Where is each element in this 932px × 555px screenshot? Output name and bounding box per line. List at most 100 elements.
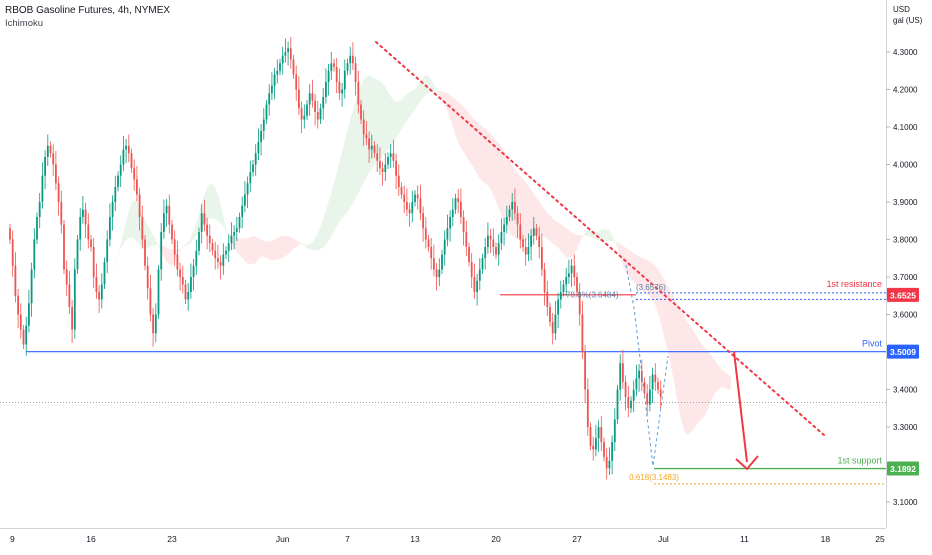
candle-body[interactable] [133,168,135,179]
candle-body[interactable] [55,165,57,184]
candle-body[interactable] [225,251,227,255]
candle-body[interactable] [287,48,289,52]
candle-body[interactable] [112,202,114,217]
candle-body[interactable] [441,255,443,270]
candle-body[interactable] [185,285,187,300]
candle-body[interactable] [528,247,530,255]
candle-body[interactable] [363,120,365,135]
candle-body[interactable] [241,206,243,217]
candle-body[interactable] [384,165,386,173]
candle-body[interactable] [349,56,351,64]
candle-body[interactable] [279,63,281,71]
candle-body[interactable] [42,176,44,202]
candle-body[interactable] [339,82,341,93]
candle-body[interactable] [298,90,300,109]
candle-body[interactable] [600,427,602,442]
candle-body[interactable] [598,427,600,438]
candle-body[interactable] [495,247,497,255]
candle-body[interactable] [155,315,157,334]
candle-body[interactable] [314,101,316,112]
candle-body[interactable] [660,390,662,398]
candle-body[interactable] [355,63,357,82]
candle-body[interactable] [379,161,381,169]
candle-body[interactable] [414,195,416,203]
candle-body[interactable] [228,243,230,251]
candle-body[interactable] [582,315,584,353]
candle-body[interactable] [293,60,295,75]
candle-body[interactable] [204,213,206,224]
candle-body[interactable] [31,270,33,304]
candle-body[interactable] [376,153,378,161]
candle-body[interactable] [101,285,103,300]
candle-body[interactable] [163,213,165,232]
candle-body[interactable] [630,401,632,409]
candle-body[interactable] [603,442,605,457]
candle-body[interactable] [15,266,17,296]
candle-body[interactable] [50,146,52,154]
candle-body[interactable] [247,183,249,194]
candle-body[interactable] [487,236,489,247]
candle-body[interactable] [174,240,176,255]
candle-body[interactable] [131,153,133,168]
candle-body[interactable] [63,225,65,270]
candle-body[interactable] [352,56,354,64]
candle-body[interactable] [336,67,338,82]
candle-body[interactable] [144,240,146,266]
candle-body[interactable] [514,202,516,213]
candle-body[interactable] [438,270,440,278]
candle-body[interactable] [317,112,319,120]
candle-body[interactable] [36,217,38,240]
candle-body[interactable] [395,161,397,176]
candle-body[interactable] [573,266,575,277]
candle-body[interactable] [60,202,62,225]
candle-body[interactable] [328,71,330,82]
candle-body[interactable] [9,228,11,239]
candle-body[interactable] [390,153,392,157]
candle-body[interactable] [330,63,332,71]
candle-body[interactable] [209,236,211,244]
candle-body[interactable] [420,198,422,213]
candle-body[interactable] [220,262,222,266]
candle-body[interactable] [312,93,314,101]
candle-body[interactable] [47,146,49,157]
candle-body[interactable] [195,251,197,266]
candle-body[interactable] [303,116,305,120]
candle-body[interactable] [587,390,589,428]
candle-body[interactable] [333,63,335,67]
candle-body[interactable] [233,232,235,236]
candle-body[interactable] [568,273,570,277]
candle-body[interactable] [166,206,168,214]
candle-body[interactable] [366,135,368,139]
candle-body[interactable] [96,277,98,292]
candle-body[interactable] [484,247,486,258]
candle-body[interactable] [371,146,373,150]
candle-body[interactable] [522,240,524,248]
candle-body[interactable] [571,266,573,274]
candle-body[interactable] [79,217,81,240]
candle-body[interactable] [552,322,554,333]
candle-body[interactable] [460,202,462,217]
candle-body[interactable] [222,255,224,266]
candle-body[interactable] [533,228,535,236]
candle-body[interactable] [244,195,246,206]
candle-body[interactable] [555,315,557,334]
candle-body[interactable] [17,296,19,315]
candle-body[interactable] [266,105,268,120]
candle-body[interactable] [382,168,384,172]
candle-body[interactable] [519,225,521,240]
candle-body[interactable] [541,247,543,270]
candle-body[interactable] [536,228,538,236]
candle-body[interactable] [136,180,138,195]
candle-body[interactable] [160,232,162,270]
candle-body[interactable] [187,292,189,300]
candle-body[interactable] [463,217,465,232]
candle-body[interactable] [530,236,532,247]
candle-body[interactable] [401,187,403,195]
candle-body[interactable] [12,240,14,266]
candle-body[interactable] [128,146,130,154]
candle-body[interactable] [546,292,548,307]
candle-body[interactable] [368,138,370,149]
candle-body[interactable] [411,202,413,213]
candle-body[interactable] [252,165,254,173]
candle-body[interactable] [625,382,627,397]
